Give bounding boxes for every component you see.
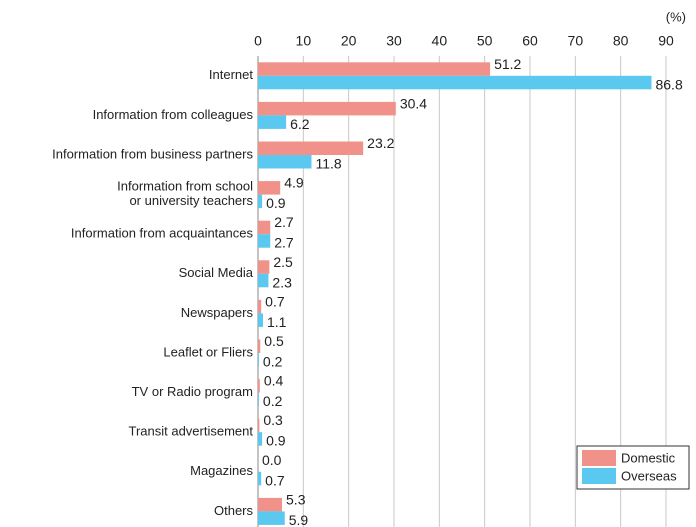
value-label: 0.7 xyxy=(265,472,285,488)
bar xyxy=(258,379,260,393)
bar xyxy=(258,418,260,433)
value-label: 0.2 xyxy=(263,353,283,369)
value-label: 0.7 xyxy=(265,293,285,309)
value-label: 30.4 xyxy=(400,95,427,111)
bar xyxy=(258,339,261,353)
bar xyxy=(258,75,652,90)
value-label: 51.2 xyxy=(494,56,521,72)
value-label: 0.0 xyxy=(262,452,282,468)
category-label: Information from colleagues xyxy=(93,107,254,122)
bar xyxy=(258,62,491,76)
x-tick-label: 90 xyxy=(658,33,674,49)
category-label: Leaflet or Fliers xyxy=(163,344,253,359)
bar xyxy=(258,115,287,129)
x-tick-label: 10 xyxy=(296,33,312,49)
value-label: 0.5 xyxy=(264,333,284,349)
x-tick-label: 30 xyxy=(386,33,402,49)
x-tick-label: 20 xyxy=(341,33,357,49)
unit-label: (%) xyxy=(666,9,686,24)
bar xyxy=(258,141,364,155)
category-label: Transit advertisement xyxy=(128,424,253,439)
bar xyxy=(258,432,263,446)
bar xyxy=(258,353,259,367)
bar xyxy=(258,260,270,274)
x-tick-label: 70 xyxy=(568,33,584,49)
x-tick-label: 60 xyxy=(522,33,538,49)
bar xyxy=(258,392,259,407)
value-label: 2.7 xyxy=(274,235,294,251)
bar xyxy=(258,194,263,209)
value-label: 0.3 xyxy=(263,412,283,428)
category-label: Others xyxy=(214,503,254,518)
x-tick-label: 0 xyxy=(254,33,262,49)
value-label: 0.9 xyxy=(266,433,286,449)
legend-label: Overseas xyxy=(621,468,677,483)
value-label: 6.2 xyxy=(290,116,310,132)
category-label: Magazines xyxy=(190,463,253,478)
bar xyxy=(258,220,271,235)
bar xyxy=(258,471,262,486)
value-label: 0.2 xyxy=(263,393,283,409)
value-label: 5.9 xyxy=(289,512,309,527)
x-tick-label: 50 xyxy=(477,33,493,49)
bar xyxy=(258,299,262,314)
bar xyxy=(258,181,281,195)
x-tick-label: 80 xyxy=(613,33,629,49)
category-label: Social Media xyxy=(179,265,254,280)
bar xyxy=(258,497,283,512)
bar xyxy=(258,273,269,288)
bar xyxy=(258,511,285,525)
value-label: 5.3 xyxy=(286,491,306,507)
category-label: Internet xyxy=(209,67,253,82)
category-label: TV or Radio program xyxy=(132,384,253,399)
bar xyxy=(258,101,396,116)
category-label: Information from business partners xyxy=(52,146,253,161)
value-label: 4.9 xyxy=(284,175,304,191)
value-label: 86.8 xyxy=(655,76,682,92)
legend-swatch xyxy=(582,450,616,466)
category-label: Newspapers xyxy=(181,305,254,320)
category-label: Information from school or university tea… xyxy=(117,179,253,208)
category-label: Information from acquaintances xyxy=(71,226,254,241)
legend-swatch xyxy=(582,468,616,484)
x-tick-label: 40 xyxy=(432,33,448,49)
value-label: 2.3 xyxy=(272,274,292,290)
value-label: 2.5 xyxy=(273,254,293,270)
value-label: 1.1 xyxy=(267,314,287,330)
value-label: 0.4 xyxy=(264,373,284,389)
value-label: 11.8 xyxy=(315,155,341,171)
value-label: 2.7 xyxy=(274,214,294,230)
legend-label: Domestic xyxy=(621,450,676,465)
value-label: 23.2 xyxy=(367,135,394,151)
value-label: 0.9 xyxy=(266,195,286,211)
bar xyxy=(258,313,263,327)
bar xyxy=(258,155,312,169)
bar xyxy=(258,234,271,248)
